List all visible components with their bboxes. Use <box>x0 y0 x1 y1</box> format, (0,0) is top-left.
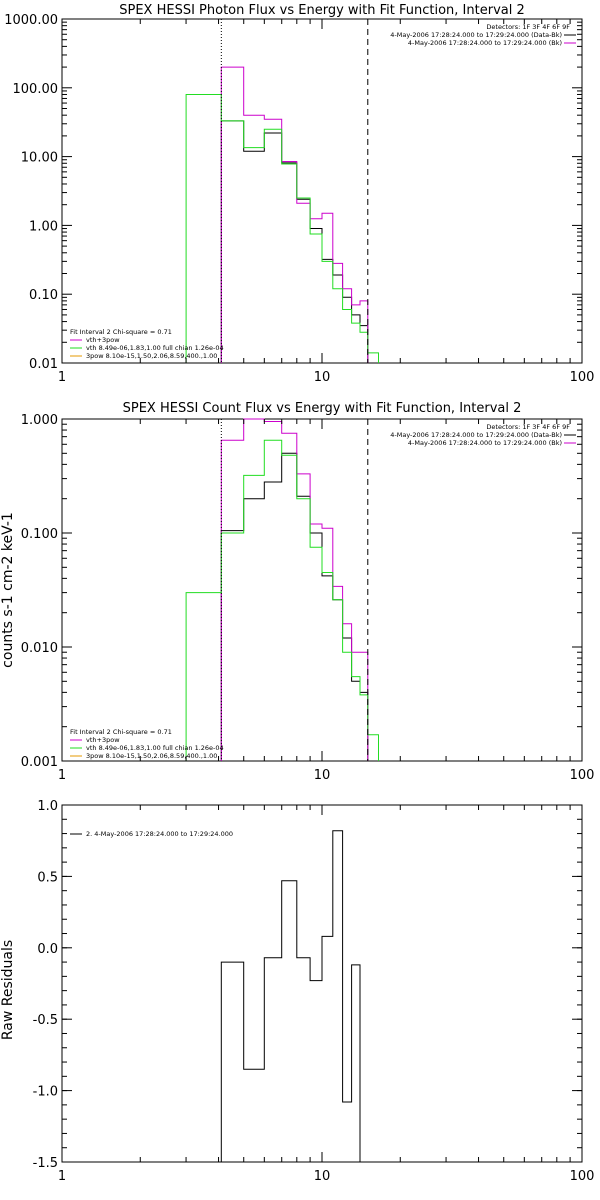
photon-flux-panel: SPEX HESSI Photon Flux vs Energy with Fi… <box>4 3 594 385</box>
legend-model-label: vth+3pow <box>86 336 120 344</box>
photon-flux-plot-area <box>61 18 583 364</box>
x-tick-label: 100 <box>570 768 595 783</box>
x-tick-label: 1 <box>58 768 66 783</box>
legend-vth-label: vth 8.49e-06,1.83,1.00 full chian 1.26e-… <box>86 344 224 352</box>
photon-flux-header: Detectors: 1F 3F 4F 6F 9F 4-May-2006 17:… <box>390 23 576 47</box>
y-tick-label: 0.01 <box>29 357 58 372</box>
series-step-line-1 <box>220 66 369 363</box>
y-tick-label: 1.000 <box>21 413 58 428</box>
series-step-line-1 <box>220 418 369 761</box>
x-tick-label: 10 <box>314 370 331 385</box>
series-step-line-2 <box>185 439 379 761</box>
x-tick-label: 10 <box>314 768 331 783</box>
legend-model-label: vth+3pow <box>86 736 120 744</box>
photon-flux-title: SPEX HESSI Photon Flux vs Energy with Fi… <box>119 3 525 18</box>
y-tick-label: 100.00 <box>13 82 59 97</box>
bk-interval-label: 4-May-2006 17:28:24.000 to 17:29:24.000 … <box>408 439 562 447</box>
residuals-panel: Raw Residuals 1 10 100 -1.5 -1.0 -0.5 0.0 0.5 1.… <box>0 799 594 1184</box>
y-tick-label: 10.00 <box>21 151 58 166</box>
y-tick-label: 0.010 <box>21 641 58 656</box>
bk-interval-label: 4-May-2006 17:28:24.000 to 17:29:24.000 … <box>408 39 562 47</box>
count-flux-panel: SPEX HESSI Count Flux vs Energy with Fit… <box>0 401 594 783</box>
count-flux-title: SPEX HESSI Count Flux vs Energy with Fit… <box>123 401 522 416</box>
x-tick-label: 100 <box>570 1169 595 1184</box>
y-tick-label: 0.001 <box>21 755 58 770</box>
series-step-line-2 <box>185 94 379 363</box>
series-step-line-0 <box>220 830 361 1162</box>
residuals-plot-area <box>61 804 583 1163</box>
legend-3pow-label: 3pow 8.10e-15,1.50,2.06,8.59,400.,1.00 <box>86 752 217 760</box>
y-tick-label: -1.0 <box>33 1085 58 1100</box>
data-bk-interval-label: 4-May-2006 17:28:24.000 to 17:29:24.000 … <box>390 431 562 439</box>
x-tick-label: 100 <box>570 370 595 385</box>
x-tick-label: 1 <box>58 1169 66 1184</box>
fit-interval-label: Fit Interval 2 Chi-square = 0.71 <box>70 728 172 736</box>
detectors-label: Detectors: 1F 3F 4F 6F 9F <box>486 23 570 31</box>
fit-interval-label: Fit Interval 2 Chi-square = 0.71 <box>70 328 172 336</box>
y-tick-label: 1000.00 <box>4 13 58 28</box>
photon-flux-legend: Fit Interval 2 Chi-square = 0.71 vth+3po… <box>70 328 224 360</box>
residuals-interval-label: 2. 4-May-2006 17:28:24.000 to 17:29:24.0… <box>86 830 233 838</box>
residuals-legend: 2. 4-May-2006 17:28:24.000 to 17:29:24.0… <box>70 830 233 838</box>
detectors-label: Detectors: 1F 3F 4F 6F 9F <box>486 423 570 431</box>
y-tick-label: 1.0 <box>37 799 58 814</box>
count-flux-y-axis-label: counts s-1 cm-2 keV-1 <box>0 512 16 668</box>
y-tick-label: -1.5 <box>33 1156 58 1171</box>
y-tick-label: 0.10 <box>29 288 58 303</box>
x-tick-label: 1 <box>58 370 66 385</box>
y-tick-label: 1.00 <box>29 219 58 234</box>
y-tick-label: 0.100 <box>21 527 58 542</box>
data-bk-interval-label: 4-May-2006 17:28:24.000 to 17:29:24.000 … <box>390 31 562 39</box>
legend-3pow-label: 3pow 8.10e-15,1.50,2.06,8.59,400.,1.00 <box>86 352 217 360</box>
count-flux-plot-area <box>61 418 583 762</box>
legend-vth-label: vth 8.49e-06,1.83,1.00 full chian 1.26e-… <box>86 744 224 752</box>
y-tick-label: 0.0 <box>37 942 58 957</box>
series-step-line-0 <box>220 120 369 363</box>
y-tick-label: -0.5 <box>33 1013 58 1028</box>
series-step-line-0 <box>220 452 369 761</box>
count-flux-header: Detectors: 1F 3F 4F 6F 9F 4-May-2006 17:… <box>390 423 576 447</box>
residuals-y-axis-label: Raw Residuals <box>0 940 16 1040</box>
count-flux-legend: Fit Interval 2 Chi-square = 0.71 vth+3po… <box>70 728 224 760</box>
y-tick-label: 0.5 <box>37 870 58 885</box>
x-tick-label: 10 <box>314 1169 331 1184</box>
